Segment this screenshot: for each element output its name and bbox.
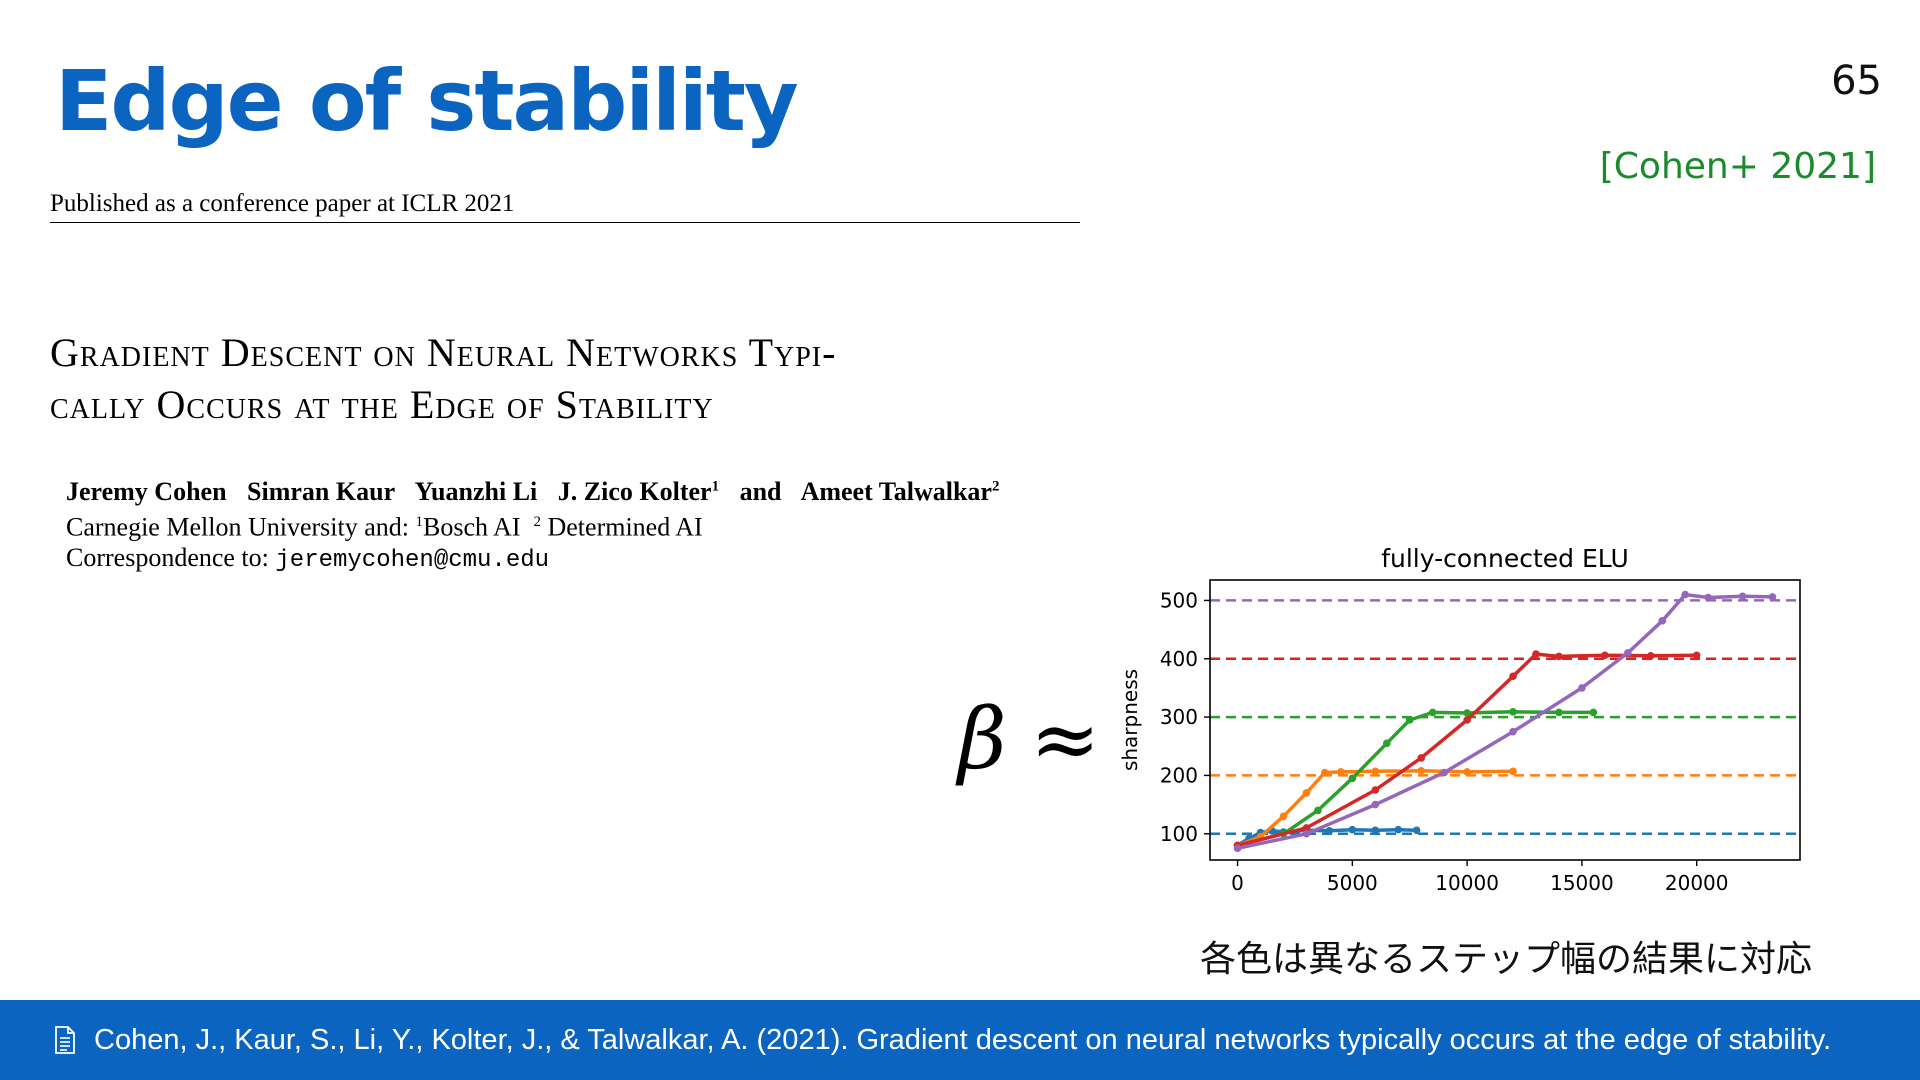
approx-symbol: ≈ (1030, 690, 1101, 788)
series-4-point (1646, 652, 1655, 660)
series-5-point (1681, 590, 1690, 599)
series-1-point (1412, 826, 1421, 835)
series-4-point (1532, 650, 1540, 658)
series-4-point (1463, 716, 1471, 724)
series-3-point (1428, 708, 1437, 717)
y-tick-label: 400 (1160, 647, 1198, 671)
series-2-point (1320, 768, 1329, 777)
series-5-point (1738, 592, 1747, 601)
paper-title-line-1: Gradient Descent on Neural Networks Typi… (50, 330, 837, 375)
series-4-point (1692, 651, 1701, 660)
paper-authors: Jeremy Cohen Simran Kaur Yuanzhi Li J. Z… (66, 477, 1080, 507)
author-and: and (739, 477, 782, 506)
series-4-point (1555, 652, 1563, 661)
paper-title: Gradient Descent on Neural Networks Typi… (50, 327, 1080, 431)
paper-correspondence: Correspondence to: jeremycohen@cmu.edu (66, 543, 1080, 576)
series-4-point (1302, 824, 1311, 832)
author-kolter-sup: 1 (711, 478, 720, 495)
series-2-point (1279, 812, 1288, 821)
paper-excerpt: Published as a conference paper at ICLR … (50, 190, 1080, 576)
paper-header: Published as a conference paper at ICLR … (50, 190, 1080, 223)
citation-tag: [Cohen+ 2021] (1599, 146, 1876, 187)
beta-symbol: β (958, 690, 1007, 788)
chart-caption: 各色は異なるステップ幅の結果に対応 (1200, 939, 1813, 980)
series-2-point (1417, 766, 1426, 775)
author-kaur: Simran Kaur (247, 477, 396, 506)
correspondence-label: Correspondence to: (66, 542, 276, 572)
series-5-point (1509, 727, 1517, 736)
series-1-point (1348, 825, 1357, 834)
series-4-point (1371, 786, 1380, 794)
author-talwalkar-sup: 2 (991, 478, 1000, 495)
sharpness-chart: fully-connected ELU sharpness 100 200 300 400… (1118, 544, 1801, 895)
series-3-point (1348, 774, 1357, 783)
plot-frame (1209, 579, 1801, 861)
reference-text: Cohen, J., Kaur, S., Li, Y., Kolter, J.,… (94, 1024, 1832, 1056)
series-5-point (1658, 617, 1667, 625)
series-5-point (1578, 684, 1586, 692)
series-2-point (1302, 789, 1311, 797)
author-kolter: J. Zico Kolter (557, 477, 712, 506)
reference-footer: Cohen, J., Kaur, S., Li, Y., Kolter, J.,… (0, 1000, 1920, 1080)
slide-title: Edge of stability (55, 52, 799, 150)
x-tick-label: 0 (1231, 871, 1244, 895)
document-icon (55, 1026, 75, 1054)
series-line-5 (1235, 592, 1775, 851)
x-tick-label: 10000 (1435, 871, 1499, 895)
y-tick-label: 100 (1160, 822, 1198, 846)
author-cohen: Jeremy Cohen (66, 477, 227, 506)
series-5-point (1440, 768, 1448, 777)
series-5-point (1768, 593, 1777, 601)
author-talwalkar: Ameet Talwalkar (800, 477, 992, 506)
x-tick-label: 20000 (1665, 871, 1729, 895)
series-3-point (1314, 806, 1322, 815)
series-3-point (1555, 708, 1563, 717)
series-1-point (1371, 826, 1380, 835)
series-3-point (1382, 739, 1391, 748)
paper-title-line-2: cally Occurs at the Edge of Stability (50, 382, 714, 427)
affiliation-prefix: Carnegie Mellon University and: (66, 512, 416, 542)
chart-title: fully-connected ELU (1381, 544, 1629, 573)
series-4-point (1417, 754, 1426, 762)
author-li: Yuanzhi Li (414, 477, 538, 506)
y-axis-label: sharpness (1118, 669, 1142, 771)
series-5-point (1302, 829, 1311, 838)
y-tick-label: 500 (1160, 588, 1198, 612)
series-4-point (1509, 672, 1517, 681)
affiliation-determined: Determined AI (547, 512, 703, 542)
series-2-point (1509, 767, 1517, 776)
series-5-point (1704, 593, 1712, 602)
x-tick-label: 5000 (1327, 871, 1378, 895)
affiliation-sup-1: 1 (415, 514, 423, 530)
series-4-point (1601, 651, 1609, 660)
correspondence-email: jeremycohen@cmu.edu (275, 546, 550, 574)
x-tick-label: 15000 (1550, 871, 1614, 895)
series-2-point (1463, 768, 1471, 776)
series-2-point (1337, 768, 1345, 776)
page-number: 65 (1831, 58, 1882, 104)
series-5-point (1371, 800, 1380, 809)
series-1-point (1394, 825, 1403, 834)
series-3-point (1405, 716, 1414, 724)
y-tick-label: 200 (1160, 763, 1198, 787)
series-5-point (1233, 844, 1242, 853)
affiliation-sup-2: 2 (533, 514, 541, 530)
series-2-point (1371, 767, 1380, 776)
paper-affiliations: Carnegie Mellon University and: 1Bosch A… (66, 507, 1080, 543)
y-tick-label: 300 (1160, 705, 1198, 729)
series-5-point (1624, 649, 1632, 657)
series-3-point (1463, 709, 1471, 717)
series-3-point (1509, 708, 1517, 716)
affiliation-bosch: Bosch AI (422, 512, 521, 542)
series-1-point (1325, 827, 1334, 835)
series-line-3 (1235, 710, 1596, 848)
series-3-point (1589, 708, 1598, 717)
